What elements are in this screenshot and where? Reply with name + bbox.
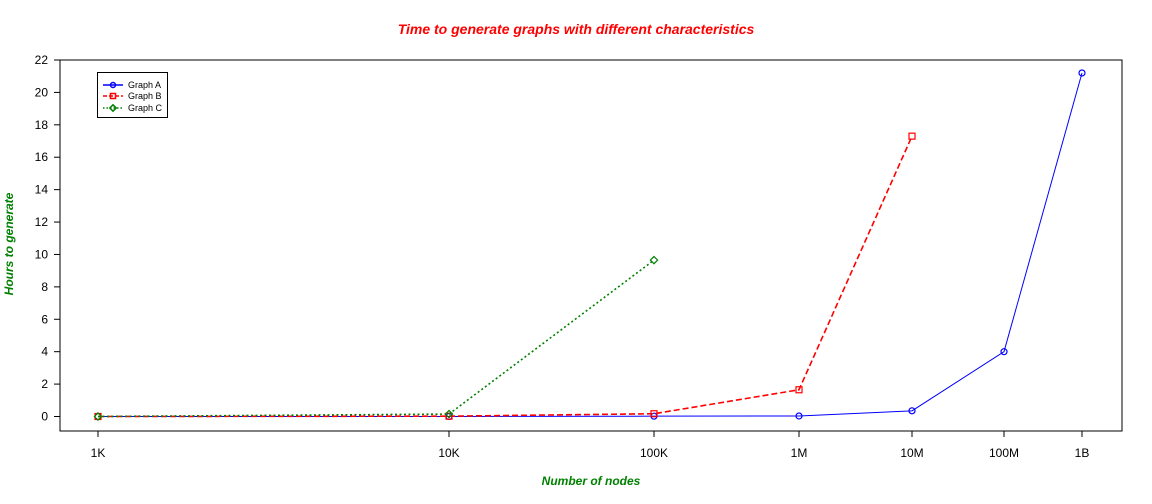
y-tick-label: 4 xyxy=(41,345,48,359)
series-graph-c xyxy=(93,255,659,421)
x-tick-label: 1B xyxy=(1075,446,1090,460)
y-tick-label: 8 xyxy=(41,280,48,294)
legend: Graph A Graph B Graph C xyxy=(97,72,168,118)
y-axis: 0 2 4 6 8 10 12 14 16 18 20 22 xyxy=(35,53,60,424)
plot-frame xyxy=(59,59,1123,432)
series-line xyxy=(97,259,655,418)
y-tick-label: 20 xyxy=(35,85,49,99)
data-point xyxy=(93,412,103,421)
legend-swatch-graph-b xyxy=(103,92,123,100)
data-point xyxy=(650,410,658,418)
data-point xyxy=(908,132,916,140)
data-point xyxy=(908,407,916,415)
x-tick-label: 1K xyxy=(91,446,106,460)
legend-label-graph-a: Graph A xyxy=(128,80,162,90)
series-line xyxy=(97,135,913,418)
y-tick-label: 16 xyxy=(35,150,49,164)
x-axis-label: Number of nodes xyxy=(541,474,641,488)
legend-label-graph-b: Graph B xyxy=(128,91,162,101)
legend-swatch-graph-c xyxy=(103,103,123,113)
series-graph-a xyxy=(94,69,1086,421)
x-tick-label: 1M xyxy=(791,446,808,460)
y-tick-label: 14 xyxy=(35,183,49,197)
data-point xyxy=(1000,348,1008,356)
chart-title: Time to generate graphs with different c… xyxy=(397,21,755,37)
data-point xyxy=(795,386,803,394)
data-point xyxy=(649,255,659,265)
legend-swatch-graph-a xyxy=(103,81,123,89)
x-tick-label: 10K xyxy=(438,446,459,460)
legend-label-graph-c: Graph C xyxy=(128,103,163,113)
series-graph-b xyxy=(94,132,916,421)
x-tick-label: 10M xyxy=(900,446,923,460)
y-tick-label: 0 xyxy=(41,410,48,424)
data-point xyxy=(444,409,454,419)
y-tick-label: 10 xyxy=(35,247,49,261)
y-tick-label: 12 xyxy=(35,215,49,229)
series-layer xyxy=(93,69,1086,421)
data-point xyxy=(795,412,803,420)
legend-item-graph-a: Graph A xyxy=(98,79,168,91)
legend-item-graph-c: Graph C xyxy=(98,102,168,114)
y-tick-label: 2 xyxy=(41,377,48,391)
y-axis-label: Hours to generate xyxy=(2,192,16,296)
data-point xyxy=(1078,69,1086,77)
x-axis: 1K 10K 100K 1M 10M 100M 1B xyxy=(91,431,1090,460)
y-tick-label: 18 xyxy=(35,118,49,132)
y-tick-label: 22 xyxy=(35,53,49,67)
series-line xyxy=(98,72,1083,417)
y-tick-label: 6 xyxy=(41,312,48,326)
x-tick-label: 100M xyxy=(989,446,1019,460)
legend-item-graph-b: Graph B xyxy=(98,90,168,102)
x-tick-label: 100K xyxy=(640,446,668,460)
